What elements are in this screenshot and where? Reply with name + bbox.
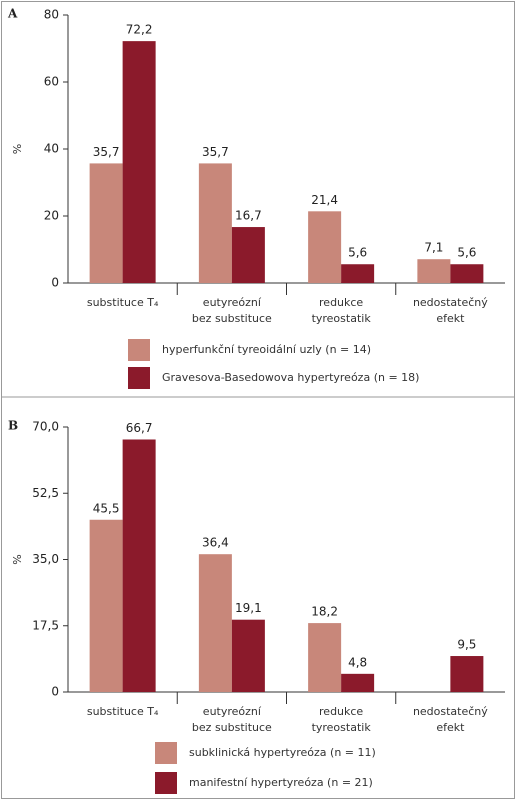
- x-tick-label: eutyreózní: [203, 296, 262, 309]
- x-tick-label: eutyreózní: [203, 705, 262, 718]
- panel-label: B: [8, 419, 18, 433]
- value-label: 35,7: [93, 145, 120, 159]
- value-label: 66,7: [126, 421, 153, 435]
- bar: [341, 264, 375, 283]
- bar: [308, 211, 342, 283]
- value-label: 16,7: [235, 209, 262, 223]
- value-label: 18,2: [311, 605, 338, 619]
- y-tick-label: 70,0: [32, 420, 59, 434]
- value-label: 19,1: [235, 601, 262, 615]
- y-tick-label: 52,5: [32, 486, 59, 500]
- value-label: 7,1: [424, 241, 443, 255]
- x-tick-label: substituce T₄: [87, 705, 159, 718]
- value-label: 21,4: [311, 193, 338, 207]
- x-tick-label: tyreostatik: [312, 721, 372, 734]
- value-label: 72,2: [126, 23, 153, 37]
- x-tick-label: redukce: [319, 705, 363, 718]
- value-label: 5,6: [348, 246, 367, 260]
- bar: [231, 619, 265, 692]
- x-tick-label: nedostatečný: [413, 296, 488, 309]
- bar: [122, 439, 156, 692]
- y-tick-label: 40: [44, 142, 59, 156]
- bar: [308, 623, 342, 692]
- y-tick-label: 35,0: [32, 552, 59, 566]
- bar: [198, 554, 232, 692]
- x-tick-label: tyreostatik: [312, 312, 372, 325]
- x-tick-label: bez substituce: [192, 721, 272, 734]
- value-label: 5,6: [457, 246, 476, 260]
- y-tick-label: 17,5: [32, 618, 59, 632]
- x-tick-label: efekt: [436, 721, 465, 734]
- legend-swatch: [128, 339, 150, 361]
- bar: [122, 41, 156, 283]
- y-axis-label: %: [11, 554, 24, 564]
- value-label: 9,5: [457, 638, 476, 652]
- x-tick-label: bez substituce: [192, 312, 272, 325]
- bar: [89, 163, 123, 283]
- y-tick-label: 20: [44, 209, 59, 223]
- x-tick-label: substituce T₄: [87, 296, 159, 309]
- bar: [417, 259, 451, 283]
- x-tick-label: redukce: [319, 296, 363, 309]
- y-tick-label: 80: [44, 8, 59, 22]
- bar: [341, 673, 375, 692]
- value-label: 4,8: [348, 655, 367, 669]
- legend-label: hyperfunkční tyreoidální uzly (n = 14): [162, 343, 371, 356]
- bar: [231, 227, 265, 283]
- x-tick-label: nedostatečný: [413, 705, 488, 718]
- value-label: 36,4: [202, 536, 229, 550]
- legend-label: manifestní hypertyreóza (n = 21): [189, 776, 373, 789]
- y-axis-label: %: [11, 144, 24, 154]
- legend-swatch: [155, 772, 177, 794]
- panel-label: A: [7, 7, 18, 21]
- legend-swatch: [155, 742, 177, 764]
- legend-swatch: [128, 367, 150, 389]
- y-tick-label: 60: [44, 75, 59, 89]
- y-tick-label: 0: [51, 685, 59, 699]
- x-tick-label: efekt: [436, 312, 465, 325]
- legend-label: Gravesova-Basedowova hypertyreóza (n = 1…: [162, 371, 419, 384]
- bar: [89, 519, 123, 692]
- bar: [198, 163, 232, 283]
- bar: [450, 656, 484, 692]
- bar: [450, 264, 484, 283]
- value-label: 45,5: [93, 501, 120, 515]
- value-label: 35,7: [202, 145, 229, 159]
- legend-label: subklinická hypertyreóza (n = 11): [189, 746, 376, 759]
- y-tick-label: 0: [51, 276, 59, 290]
